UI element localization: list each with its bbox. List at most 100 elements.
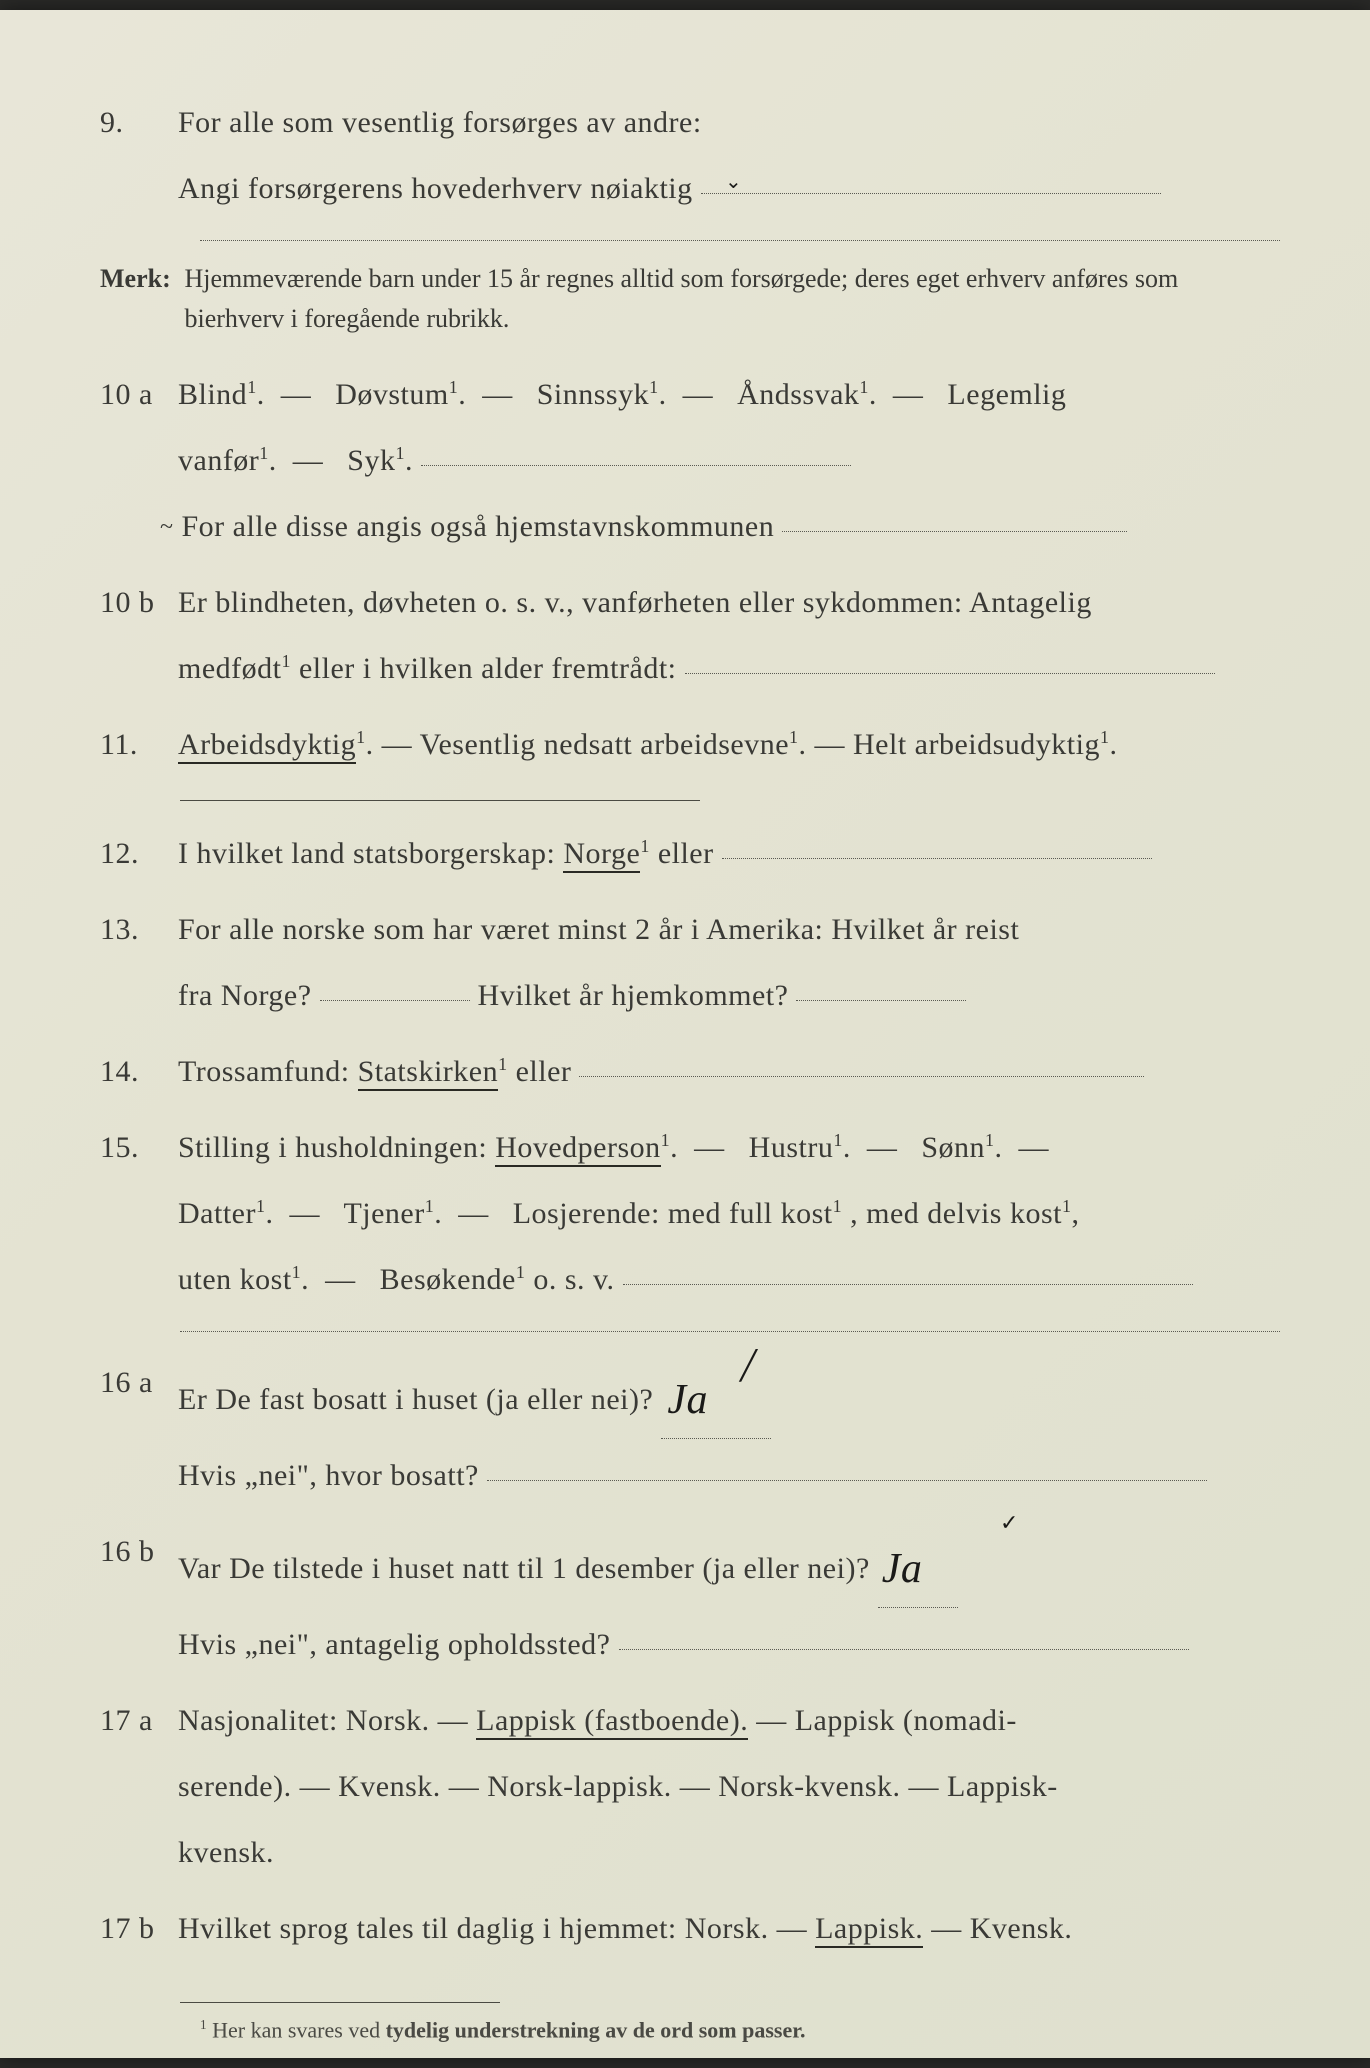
blank-line [782,531,1127,532]
q13-number: 13. [100,897,170,963]
q17b-lead: Hvilket sprog tales til daglig i hjemmet… [178,1912,815,1945]
q11-body: Arbeidsdyktig1. — Vesentlig nedsatt arbe… [178,712,1278,778]
q16b-text1: Var De tilstede i huset natt til 1 desem… [178,1552,870,1585]
q10b-number: 10 b [100,570,170,636]
q17b-body: Hvilket sprog tales til daglig i hjemmet… [178,1896,1278,1962]
opt-uten: uten kost [178,1263,292,1296]
blank-line [722,858,1152,859]
footnote-bold: tydelig understrekning av de ord som pas… [386,2018,806,2043]
footnote-rule [180,2002,500,2003]
q13-text1: For alle norske som har været minst 2 år… [178,913,1019,946]
q9-number: 9. [100,90,170,156]
question-9: 9. For alle som vesentlig forsørges av a… [100,90,1280,222]
merk-label: Merk: [100,259,178,299]
opt-nedsatt: Vesentlig nedsatt arbeidsevne [420,728,789,761]
q16a-body: Er De fast bosatt i huset (ja eller nei)… [178,1350,1278,1509]
question-15: 15. Stilling i husholdningen: Hovedperso… [100,1115,1280,1313]
q17a-number: 17 a [100,1688,170,1754]
blank-line [701,193,1161,194]
blank-line [320,1000,470,1001]
opt-statskirken-underlined: Statskirken [358,1055,499,1091]
opt-blind: Blind [178,378,247,411]
q9-line1: For alle som vesentlig forsørges av andr… [178,106,702,139]
opt-hovedperson-underlined: Hovedperson [495,1131,660,1167]
q17a-line3: kvensk. [178,1836,274,1869]
question-13: 13. For alle norske som har været minst … [100,897,1280,1029]
blank-line [796,1000,966,1001]
blank-line [579,1076,1144,1077]
q15-number: 15. [100,1115,170,1181]
q10a-body: Blind1. — Døvstum1. — Sinnssyk1. — Åndss… [178,362,1278,560]
q14-eller: eller [516,1055,572,1088]
blank-line: Ja [878,1515,958,1608]
question-10b: 10 b Er blindheten, døvheten o. s. v., v… [100,570,1280,702]
q14-number: 14. [100,1039,170,1105]
q17a-lead: Nasjonalitet: Norsk. — [178,1704,476,1737]
opt-datter: Datter [178,1197,256,1230]
tilde-icon: ~ [160,514,173,540]
dotted-rule [200,240,1280,241]
q16b-number: 16 b [100,1519,170,1585]
opt-arbeidsdyktig-underlined: Arbeidsdyktig [178,728,356,764]
q9-body: For alle som vesentlig forsørges av andr… [178,90,1278,222]
blank-line [421,465,851,466]
question-11: 11. Arbeidsdyktig1. — Vesentlig nedsatt … [100,712,1280,778]
question-10a: 10 a Blind1. — Døvstum1. — Sinnssyk1. — … [100,362,1280,560]
q16a-text2: Hvis „nei", hvor bosatt? [178,1459,479,1492]
opt-udyktig: Helt arbeidsudyktig [853,728,1100,761]
question-17b: 17 b Hvilket sprog tales til daglig i hj… [100,1896,1280,1962]
q10b-body: Er blindheten, døvheten o. s. v., vanfør… [178,570,1278,702]
opt-andssvak: Åndssvak [737,378,859,411]
merk-note: Merk: Hjemmeværende barn under 15 år reg… [100,259,1280,340]
question-16b: 16 b Var De tilstede i huset natt til 1 … [100,1519,1280,1678]
opt-losjerende: Losjerende: med full kost [513,1197,833,1230]
q13-text2b: Hvilket år hjemkommet? [478,979,789,1012]
q17a-body: Nasjonalitet: Norsk. — Lappisk (fastboen… [178,1688,1278,1886]
opt-tjener: Tjener [343,1197,424,1230]
opt-norge-underlined: Norge [563,837,640,873]
q15-body: Stilling i husholdningen: Hovedperson1. … [178,1115,1278,1313]
footnote-text: Her kan svares ved [212,2018,386,2043]
opt-legemlig: Legemlig [947,378,1066,411]
q13-body: For alle norske som har været minst 2 år… [178,897,1278,1029]
q9-line2: Angi forsørgerens hovederhverv nøiaktig [178,172,693,205]
q17b-rest: — Kvensk. [931,1912,1072,1945]
q17a-line2: serende). — Kvensk. — Norsk-lappisk. — N… [178,1770,1058,1803]
question-16a: 16 a Er De fast bosatt i huset (ja eller… [100,1350,1280,1509]
q13-text2a: fra Norge? [178,979,312,1012]
q10b-medfodt: medfødt [178,652,281,685]
blank-line [487,1480,1207,1481]
caret-mark-icon: ⌄ [725,160,742,204]
q12-body: I hvilket land statsborgerskap: Norge1 e… [178,821,1278,887]
q10b-text2b: eller i hvilken alder fremtrådt: [299,652,677,685]
stroke-mark-icon: ✓ [1000,1499,1019,1547]
q16b-text2: Hvis „nei", antagelig opholdssted? [178,1628,611,1661]
blank-line [685,673,1215,674]
q15-osv: o. s. v. [533,1263,614,1296]
opt-hustru: Hustru [749,1131,834,1164]
q12-text: I hvilket land statsborgerskap: [178,837,563,870]
q14-text: Trossamfund: [178,1055,358,1088]
merk-text: Hjemmeværende barn under 15 år regnes al… [185,259,1275,340]
opt-sinnssyk: Sinnssyk [537,378,649,411]
q17b-number: 17 b [100,1896,170,1962]
question-17a: 17 a Nasjonalitet: Norsk. — Lappisk (fas… [100,1688,1280,1886]
footnote: 1 Her kan svares ved tydelig understrekn… [200,2017,1280,2043]
footnote-sup: 1 [200,2017,207,2032]
handwritten-ja: Ja [667,1354,708,1446]
opt-vanfor: vanfør [178,444,259,477]
q10b-text1: Er blindheten, døvheten o. s. v., vanfør… [178,586,1092,619]
q10a-number: 10 a [100,362,170,428]
q11-number: 11. [100,712,170,778]
question-12: 12. I hvilket land statsborgerskap: Norg… [100,821,1280,887]
q16b-body: Var De tilstede i huset natt til 1 desem… [178,1519,1278,1678]
document-page: 9. For alle som vesentlig forsørges av a… [0,10,1370,2058]
opt-lappisk-underlined: Lappisk. [815,1912,923,1948]
question-14: 14. Trossamfund: Statskirken1 eller [100,1039,1280,1105]
q14-body: Trossamfund: Statskirken1 eller [178,1039,1278,1105]
dotted-rule [180,1331,1280,1332]
q12-eller: eller [658,837,714,870]
q17a-rest1: — Lappisk (nomadi- [756,1704,1017,1737]
opt-sonn: Sønn [921,1131,985,1164]
handwritten-ja: Ja [882,1523,923,1615]
